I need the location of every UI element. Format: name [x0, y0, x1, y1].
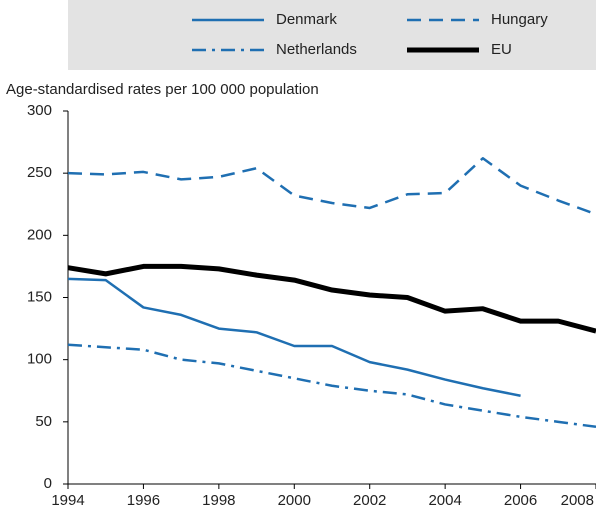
y-tick-label: 100 — [27, 351, 52, 368]
series-line — [67, 343, 596, 429]
series-line — [67, 277, 521, 397]
x-tick-label: 1996 — [127, 492, 160, 509]
x-tick-label: 2002 — [353, 492, 386, 509]
legend-background — [68, 0, 596, 70]
y-tick-label: 50 — [35, 413, 52, 430]
series-line — [67, 156, 596, 216]
legend-label: Netherlands — [276, 41, 357, 58]
legend-label: Hungary — [491, 11, 548, 28]
legend-label: EU — [491, 41, 512, 58]
y-tick-label: 250 — [27, 164, 52, 181]
y-tick-label: 150 — [27, 288, 52, 305]
x-tick-label: 1994 — [51, 492, 84, 509]
x-tick-label: 1998 — [202, 492, 235, 509]
legend-label: Denmark — [276, 11, 337, 28]
y-tick-label: 0 — [44, 475, 52, 492]
series-line — [67, 263, 596, 334]
y-tick-label: 300 — [27, 102, 52, 119]
x-tick-label: 2008 — [561, 492, 594, 509]
x-tick-label: 2006 — [504, 492, 537, 509]
x-tick-label: 2000 — [278, 492, 311, 509]
x-tick-label: 2004 — [428, 492, 461, 509]
y-axis-label: Age-standardised rates per 100 000 popul… — [6, 81, 319, 98]
y-tick-label: 200 — [27, 226, 52, 243]
